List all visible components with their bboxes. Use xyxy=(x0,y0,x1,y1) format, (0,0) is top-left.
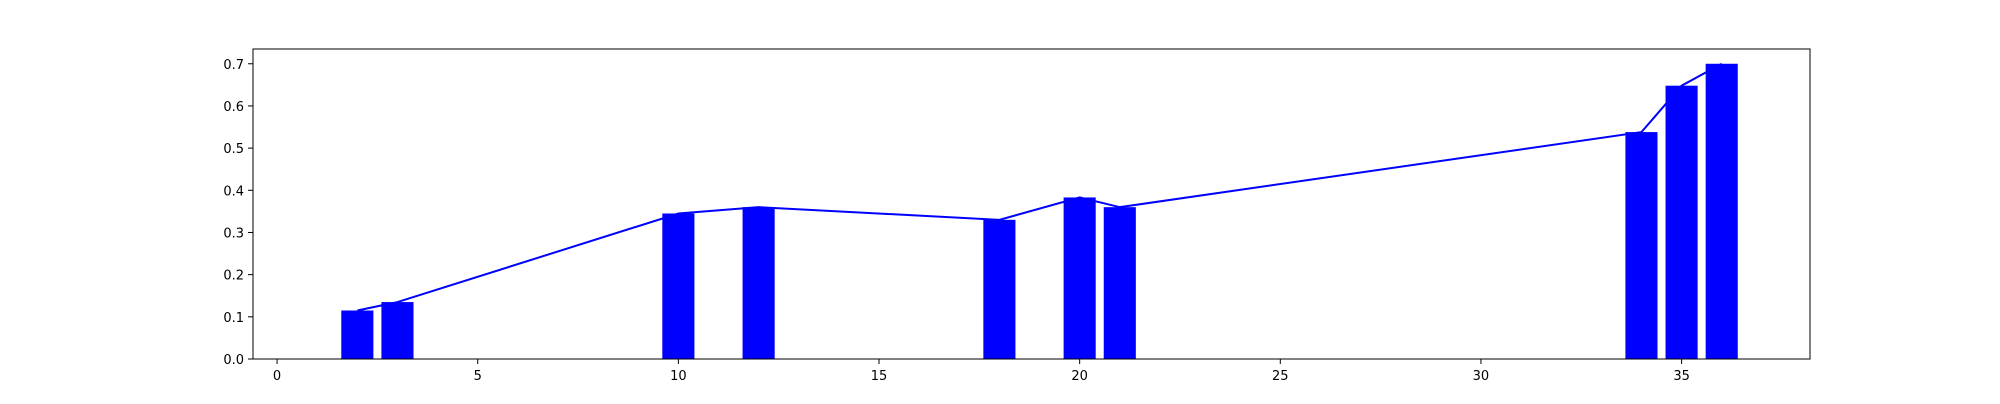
y-tick-label: 0.7 xyxy=(223,58,244,73)
bars-layer xyxy=(341,63,1738,360)
y-tick-label: 0.2 xyxy=(223,269,244,284)
y-tick-label: 0.4 xyxy=(223,184,244,199)
bar xyxy=(1103,207,1136,359)
bar xyxy=(1665,85,1698,359)
y-tick-label: 0.6 xyxy=(223,100,244,115)
x-tick-label: 30 xyxy=(1473,369,1490,384)
bar xyxy=(1063,197,1096,359)
bar xyxy=(1625,132,1658,359)
x-tick-label: 20 xyxy=(1071,369,1088,384)
bar xyxy=(341,310,374,359)
axes-layer: 0 5 10 15 20 25 30 35 0.0 0.1 0.2 0.3 0.4 0.5 0.6 0.7 xyxy=(223,48,1811,384)
y-tick-label: 0.0 xyxy=(223,353,244,368)
bar xyxy=(742,207,775,359)
series-line xyxy=(357,62,1723,312)
bar xyxy=(1705,63,1738,360)
x-tick-label: 35 xyxy=(1673,369,1690,384)
x-tick-label: 10 xyxy=(670,369,687,384)
y-tick-label: 0.1 xyxy=(223,311,244,326)
x-tick-label: 0 xyxy=(273,369,281,384)
bar xyxy=(381,302,414,359)
plot-frame xyxy=(252,48,1811,360)
y-tick-label: 0.3 xyxy=(223,226,244,241)
x-tick-label: 25 xyxy=(1272,369,1289,384)
line-layer xyxy=(357,62,1723,312)
x-tick-label: 15 xyxy=(871,369,888,384)
bar xyxy=(662,213,695,359)
x-tick-label: 5 xyxy=(474,369,482,384)
y-tick-label: 0.5 xyxy=(223,142,244,157)
bar xyxy=(983,219,1016,359)
